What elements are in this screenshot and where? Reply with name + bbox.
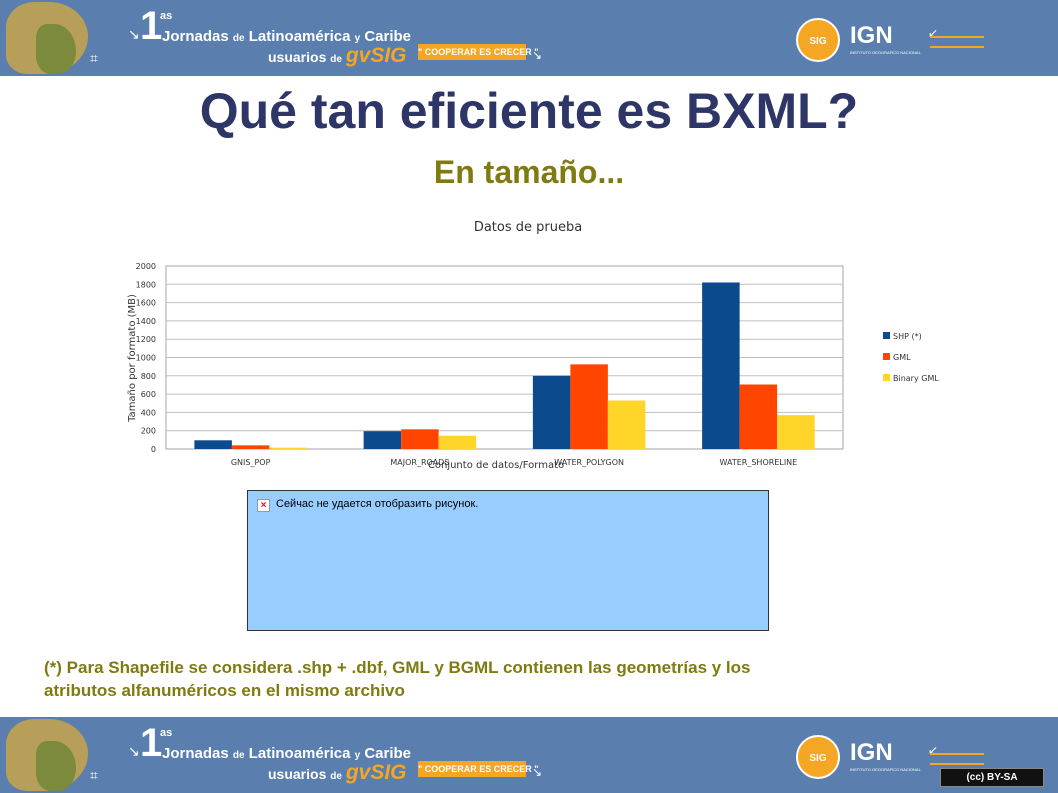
event-word: y [354, 33, 361, 44]
bar-major-roads-0 [363, 431, 402, 449]
footnote-line: atributos alfanuméricos en el mismo arch… [44, 681, 405, 700]
edition-number: 1 [140, 4, 163, 48]
x-tick-label: GNIS_POP [231, 458, 271, 467]
bar-gnis-pop-1 [231, 445, 270, 449]
map-detail-icon [36, 741, 76, 791]
y-tick-label: 200 [141, 427, 156, 436]
y-tick-label: 1200 [136, 335, 156, 344]
event-word: usuarios [268, 49, 327, 65]
bars [194, 282, 815, 449]
y-axis-ticks: 0 200 400 600 800 1000 1200 1400 1600 1800 2000 [136, 262, 156, 454]
bar-water-polygon-1 [570, 364, 608, 449]
footnote-line: (*) Para Shapefile se considera .shp + .… [44, 658, 751, 677]
bar-gnis-pop-0 [194, 440, 232, 449]
edition-number: 1 [140, 721, 163, 765]
event-word: de [232, 33, 245, 44]
y-tick-label: 1000 [136, 354, 156, 363]
slide-title: Qué tan eficiente es BXML? [199, 83, 859, 139]
arrow-icon: ↘ [532, 765, 543, 779]
broken-image-icon: × [257, 499, 270, 512]
hash-mark-icon: ⌗ [90, 50, 98, 66]
bar-water-polygon-0 [532, 375, 571, 449]
bar-water-polygon-2 [607, 400, 646, 449]
event-word: Latinoamérica [248, 28, 351, 45]
bar-gnis-pop-2 [269, 447, 307, 449]
arrow-icon: ↘ [532, 48, 543, 62]
y-tick-label: 800 [141, 372, 156, 381]
event-name-line1: Jornadas de Latinoamérica y Caribe [162, 745, 411, 762]
event-word: de [330, 771, 342, 782]
slogan-badge: " COOPERAR ES CRECER " [418, 44, 539, 60]
y-tick-label: 1600 [136, 299, 156, 308]
x-tick-label: MAJOR_ROADS [390, 458, 449, 467]
footer-banner: ⌗ ↘ 1 as Jornadas de Latinoamérica y Car… [0, 717, 1058, 793]
bar-major-roads-1 [401, 429, 439, 449]
event-word: Caribe [364, 28, 412, 45]
arrow-icon: ↙ [928, 26, 939, 40]
decorative-bars [930, 753, 984, 765]
event-word: de [330, 54, 342, 65]
gvsig-brand: gvSIG [345, 761, 407, 784]
legend-swatch [883, 332, 890, 339]
map-detail-icon [36, 24, 76, 74]
event-word: Jornadas [162, 745, 229, 762]
slide-subtitle: En tamaño... [433, 154, 625, 190]
chart-title: Datos de prueba [474, 220, 582, 235]
broken-image-message: Сейчас не удается отобразить рисунок. [276, 498, 479, 510]
y-tick-label: 400 [141, 408, 156, 417]
bar-water-shoreline-2 [777, 415, 815, 449]
edition-superscript: as [160, 727, 173, 739]
header-banner: ⌗ ↘ 1 as Jornadas de Latinoamérica y Car… [0, 0, 1058, 76]
license-badge: (cc) BY-SA [940, 768, 1044, 787]
ign-logo: IGN [850, 22, 893, 49]
legend-label: GML [893, 353, 911, 362]
gvsig-logo: SIG [796, 18, 840, 62]
event-word: Jornadas [162, 28, 229, 45]
legend: SHP (*) GML Binary GML [883, 332, 939, 383]
edition-superscript: as [160, 10, 173, 22]
slogan-badge: " COOPERAR ES CRECER " [418, 761, 539, 777]
decorative-bars [930, 36, 984, 48]
ign-logo-subtitle: INSTITUTO GEOGRAFICO NACIONAL [850, 767, 921, 772]
event-name-line2: usuarios de gvSIG [268, 44, 407, 68]
footnote: (*) Para Shapefile se considera .shp + .… [44, 656, 1004, 702]
legend-label: Binary GML [893, 374, 939, 383]
event-name-line2: usuarios de gvSIG [268, 761, 407, 785]
x-tick-label: WATER_SHORELINE [720, 458, 798, 467]
event-word: Latinoamérica [248, 745, 351, 762]
legend-label: SHP (*) [893, 332, 922, 341]
bar-major-roads-2 [438, 435, 477, 449]
y-tick-label: 600 [141, 390, 156, 399]
x-axis-ticks: GNIS_POP MAJOR_ROADS WATER_POLYGON WATER_SH… [231, 458, 797, 467]
event-name-line1: Jornadas de Latinoamérica y Caribe [162, 28, 411, 45]
bar-water-shoreline-0 [702, 282, 740, 449]
legend-swatch [883, 374, 890, 381]
gvsig-brand: gvSIG [345, 44, 407, 67]
event-word: de [232, 750, 245, 761]
event-word: y [354, 750, 361, 761]
x-tick-label: WATER_POLYGON [554, 458, 624, 467]
gvsig-logo: SIG [796, 735, 840, 779]
arrow-icon: ↘ [128, 26, 140, 42]
y-tick-label: 1800 [136, 280, 156, 289]
ign-logo: IGN [850, 739, 893, 766]
bar-chart: Datos de prueba 0 200 400 600 800 1000 1200 140… [127, 220, 939, 471]
y-axis-label: Tamaño por formato (MB) [127, 294, 138, 423]
bar-water-shoreline-1 [739, 384, 778, 449]
hash-mark-icon: ⌗ [90, 767, 98, 783]
broken-image-frame: × Сейчас не удается отобразить рисунок. [247, 490, 769, 631]
arrow-icon: ↘ [128, 743, 140, 759]
y-tick-label: 2000 [136, 262, 156, 271]
event-word: usuarios [268, 766, 327, 782]
arrow-icon: ↙ [928, 743, 939, 757]
ign-logo-subtitle: INSTITUTO GEOGRAFICO NACIONAL [850, 50, 921, 55]
event-word: Caribe [364, 745, 412, 762]
legend-swatch [883, 353, 890, 360]
y-tick-label: 0 [151, 445, 156, 454]
y-tick-label: 1400 [136, 317, 156, 326]
x-axis-label: Conjunto de datos/Formato [428, 460, 564, 471]
